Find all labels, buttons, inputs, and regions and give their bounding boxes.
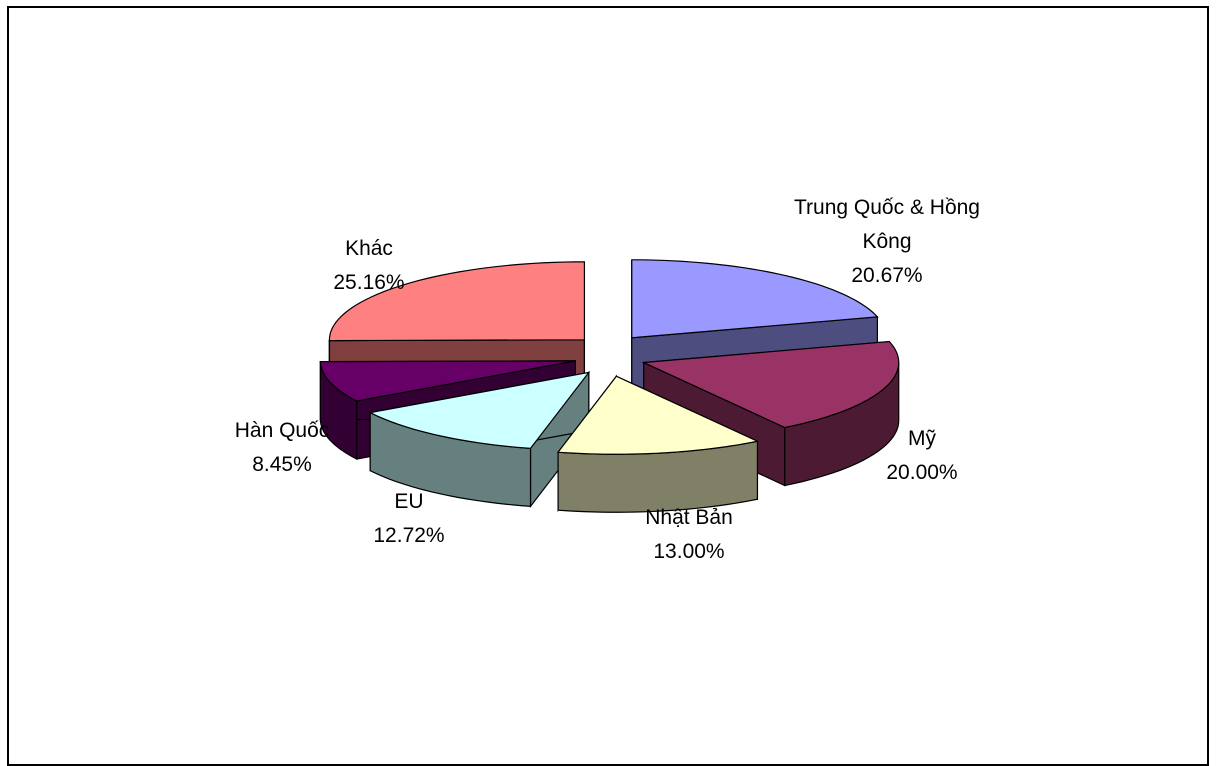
slice-name-label: Hàn Quốc: [235, 419, 330, 442]
slice-value-label: 25.16%: [333, 271, 404, 294]
slice-value-label: 20.67%: [851, 264, 922, 287]
slice-name-label: Mỹ: [908, 427, 936, 450]
slice-name-label: Trung Quốc & Hồng: [794, 196, 980, 219]
slice-label: Khác 25.16%: [333, 237, 404, 294]
slice-value-label: 13.00%: [653, 540, 724, 563]
slice-label: Hàn Quốc 8.45%: [235, 419, 330, 476]
slice-label: Nhật Bản 13.00%: [645, 506, 733, 563]
slice-name-label: Khác: [345, 237, 393, 260]
slice-name-label: Kông: [862, 230, 911, 253]
slice-label: Mỹ 20.00%: [886, 427, 957, 484]
slices-layer: [320, 260, 898, 512]
slice-label: EU 12.72%: [373, 490, 444, 547]
slice-name-label: Nhật Bản: [645, 506, 733, 529]
slice-name-label: EU: [394, 490, 423, 513]
slice-value-label: 12.72%: [373, 524, 444, 547]
slice-value-label: 20.00%: [886, 461, 957, 484]
slice-value-label: 8.45%: [252, 453, 312, 476]
slice-label: Trung Quốc & Hồng Kông 20.67%: [794, 196, 980, 287]
